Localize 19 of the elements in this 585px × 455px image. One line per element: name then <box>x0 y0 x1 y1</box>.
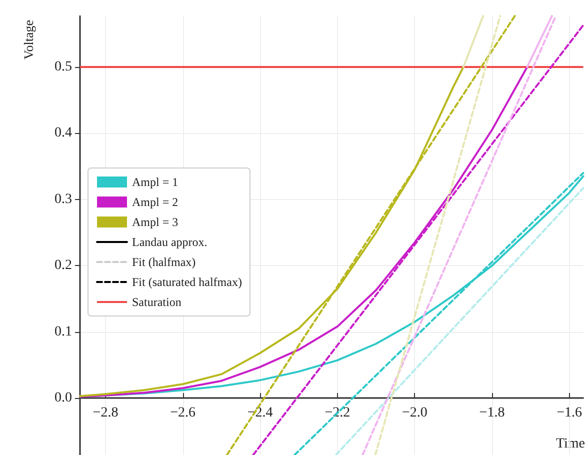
y-tick-label: 0.0 <box>54 390 72 406</box>
legend-label: Landau approx. <box>132 235 208 249</box>
y-tick-label: 0.1 <box>54 324 72 340</box>
legend-label: Fit (halfmax) <box>132 255 196 269</box>
x-tick-label: −2.6 <box>170 406 196 421</box>
legend-label: Fit (saturated halfmax) <box>132 275 242 289</box>
legend-label: Ampl = 2 <box>132 195 178 209</box>
legend-label: Ampl = 3 <box>132 215 178 229</box>
y-tick-label: 0.5 <box>54 59 72 74</box>
x-tick-label: −2.8 <box>92 406 118 421</box>
x-tick-label: −2.0 <box>402 406 428 421</box>
x-tick-label: −1.6 <box>556 406 582 421</box>
legend-label: Ampl = 1 <box>132 175 178 189</box>
y-tick-label: 0.4 <box>54 126 72 141</box>
legend-label: Saturation <box>132 295 182 309</box>
x-tick-label: −1.8 <box>479 406 505 421</box>
y-tick-label: 0.3 <box>54 192 72 207</box>
y-tick-label: 0.2 <box>54 258 72 274</box>
y-axis-title: Voltage <box>21 20 36 60</box>
